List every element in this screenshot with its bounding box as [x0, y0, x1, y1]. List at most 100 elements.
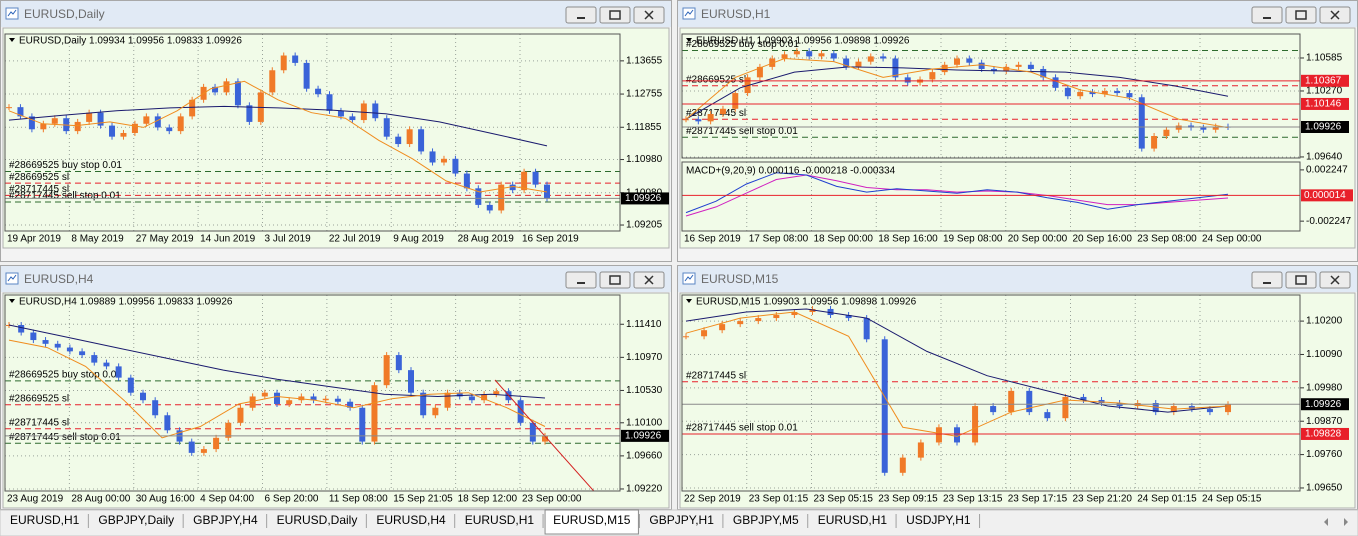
tab[interactable]: [456, 512, 543, 532]
candle-body: [30, 332, 37, 341]
maximize-button[interactable]: [1285, 6, 1317, 24]
maximize-glyph: [609, 10, 621, 20]
candle-body: [737, 321, 744, 325]
tab[interactable]: [809, 512, 896, 532]
chart-window[interactable]: EURUSD,H4 23 Aug 2019 28 Aug 00:00 30 Aug 1…: [0, 265, 672, 510]
chart-area: [2, 27, 670, 249]
tab-label[interactable]: GBPJPY,H4: [193, 513, 258, 527]
candle-body: [225, 422, 232, 438]
scroll-left[interactable]: [1324, 518, 1328, 526]
tab-label[interactable]: GBPJPY,M5: [733, 513, 799, 527]
plot-border: [681, 294, 1301, 492]
tab-label[interactable]: EURUSD,Daily: [277, 513, 358, 527]
candle-body: [1077, 92, 1084, 97]
time-label: 23 Sep 13:15: [943, 494, 1003, 505]
chart-window[interactable]: EURUSD,M15 22 Sep 2019 23 Sep 01:15 23 Sep …: [677, 265, 1358, 510]
candle-body: [280, 55, 287, 71]
price-tag: [1301, 398, 1349, 411]
candle-body: [683, 336, 689, 338]
order-label: #28717445 sell stop 0.01: [686, 126, 798, 137]
minimize-button[interactable]: [565, 6, 597, 24]
tab-label[interactable]: GBPJPY,Daily: [98, 513, 174, 527]
candle-body: [818, 53, 825, 57]
tab[interactable]: [2, 512, 88, 532]
tab-label[interactable]: EURUSD,H4: [376, 513, 446, 527]
tab[interactable]: [641, 512, 722, 532]
candle-body: [493, 391, 500, 395]
macd-label: 0.002247: [1306, 165, 1348, 176]
candle-body: [542, 435, 548, 442]
chart-window[interactable]: EURUSD,Daily 19 Apr 2019 8 May 2019 27 May …: [0, 0, 672, 262]
candle-body: [418, 129, 425, 152]
tab[interactable]: [724, 512, 807, 532]
maximize-button[interactable]: [599, 271, 631, 289]
time-label: 23 Sep 21:20: [1073, 494, 1133, 505]
price-label: 1.09660: [626, 451, 663, 462]
tab-label[interactable]: USDJPY,H1: [906, 513, 971, 527]
candle-body: [429, 151, 436, 163]
tab-label[interactable]: EURUSD,M15: [553, 513, 631, 527]
macd-border: [681, 161, 1301, 232]
scroll-right[interactable]: [1344, 518, 1348, 526]
tab-label[interactable]: GBPJPY,H1: [649, 513, 714, 527]
maximize-button[interactable]: [1285, 271, 1317, 289]
candle-body: [120, 132, 127, 137]
candle-body: [28, 116, 35, 130]
tab-label[interactable]: EURUSD,H1: [10, 513, 80, 527]
candle-body: [1212, 126, 1219, 130]
symbol-ohlc: EURUSD,H4 1.09889 1.09956 1.09833 1.0992…: [19, 297, 233, 308]
candle-body: [326, 94, 333, 111]
time-label: 11 Sep 08:00: [329, 494, 388, 505]
candle-body: [103, 362, 110, 367]
candle-body: [904, 77, 911, 83]
moving-average: [8, 105, 548, 147]
price-tag: [1301, 97, 1349, 110]
order-label: #28717445 sell stop 0.01: [9, 432, 121, 443]
tab-label[interactable]: EURUSD,H1: [465, 513, 535, 527]
price-label: 1.10970: [626, 352, 663, 363]
tab-label[interactable]: EURUSD,H1: [818, 513, 888, 527]
minimize-button[interactable]: [1251, 6, 1283, 24]
price-tag-label: 1.10146: [1305, 99, 1342, 110]
tab[interactable]: [368, 512, 454, 532]
price-label: 1.10090: [1306, 349, 1343, 360]
candle-body: [463, 173, 470, 189]
price-label: 1.10980: [626, 154, 663, 165]
candle-body: [755, 318, 762, 322]
time-label: 28 Aug 00:00: [71, 494, 130, 505]
price-label: 1.09870: [1306, 416, 1343, 427]
candle-body: [303, 62, 310, 89]
order-label: #28669525 buy stop 0.01: [686, 39, 799, 50]
candle-body: [1064, 87, 1071, 97]
chart-window[interactable]: EURUSD,H1 16 Sep 2019 17 Sep 08:00 18 Sep 0…: [677, 0, 1358, 262]
tab[interactable]: [90, 512, 183, 532]
order-label: #28717445 sell stop 0.01: [9, 191, 121, 202]
time-label: 24 Sep 05:15: [1202, 494, 1262, 505]
candle-body: [315, 88, 322, 95]
candle-body: [855, 61, 862, 67]
candle-body: [845, 315, 852, 319]
order-label: #28669525 sl: [686, 74, 746, 85]
tab-bar: EURUSD,H1 GBPJPY,Daily GBPJPY,H4 EURUSD,Dai…: [0, 509, 1358, 536]
candle-body: [456, 392, 463, 397]
tab[interactable]: [898, 512, 979, 532]
candle-body: [189, 99, 196, 117]
tab[interactable]: [544, 509, 639, 535]
price-tag: [621, 429, 669, 442]
tab[interactable]: [185, 512, 266, 532]
candle-body: [935, 427, 942, 443]
candle-body: [863, 318, 870, 340]
tab[interactable]: [268, 512, 366, 532]
price-label: 1.09760: [1306, 449, 1343, 460]
candle-body: [793, 51, 800, 55]
candle-body: [322, 398, 329, 401]
time-label: 4 Sep 04:00: [200, 494, 254, 505]
price-label: 1.12755: [626, 89, 663, 100]
price-label: 1.11410: [626, 319, 662, 330]
candle-body: [177, 116, 184, 132]
candle-body: [74, 121, 81, 132]
minimize-button[interactable]: [1251, 271, 1283, 289]
minimize-button[interactable]: [565, 271, 597, 289]
maximize-button[interactable]: [599, 6, 631, 24]
order-label: #28717445 sl: [686, 108, 746, 119]
